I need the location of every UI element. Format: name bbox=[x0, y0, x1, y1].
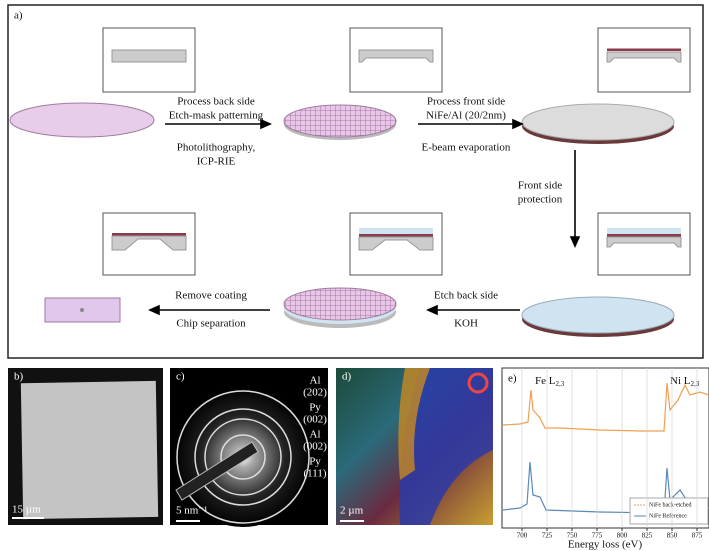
step-text: protection bbox=[518, 194, 563, 206]
panel-label: a) bbox=[14, 10, 23, 22]
panel-label: d) bbox=[342, 371, 352, 383]
step-text: Process front side bbox=[427, 96, 505, 108]
legend-entry: NiFe back-etched bbox=[649, 502, 691, 508]
panel-c: c) Al (202) Py (002) Al (002) Py (111) 5… bbox=[170, 368, 328, 527]
ring-label: Al bbox=[310, 375, 321, 387]
x-tick-label: 875 bbox=[692, 532, 703, 540]
step-text: NiFe/Al (20/2nm) bbox=[426, 110, 506, 122]
scale-bar: 5 nm⁻¹ bbox=[176, 505, 207, 517]
panel-label: c) bbox=[176, 371, 185, 383]
scale-bar: 15 µm bbox=[12, 504, 41, 516]
step-text: Front side bbox=[518, 180, 562, 192]
ring-label: (111) bbox=[303, 468, 326, 480]
x-tick-label: 800 bbox=[617, 532, 628, 540]
step-text: Etch-mask patterning bbox=[169, 110, 264, 122]
figure: a) bbox=[0, 0, 709, 551]
panel-e: e) Fe L2,3 Ni L2,3 NiFe back-etched NiFe… bbox=[502, 368, 709, 551]
edge-element: Fe L bbox=[535, 375, 556, 387]
x-tick-label: 725 bbox=[542, 532, 553, 540]
ring-label: (202) bbox=[303, 387, 327, 399]
x-tick-label: 850 bbox=[667, 532, 678, 540]
scale-bar: 2 µm bbox=[340, 505, 364, 517]
step-text: Photolithography, bbox=[177, 142, 256, 154]
x-axis-label: Energy loss (eV) bbox=[568, 539, 643, 551]
x-tick-label: 775 bbox=[592, 532, 603, 540]
x-tick-label: 825 bbox=[642, 532, 653, 540]
panel-d: d) 2 µm bbox=[336, 368, 493, 525]
x-tick-label: 750 bbox=[567, 532, 578, 540]
step-text: KOH bbox=[454, 318, 478, 330]
edge-sub: 2,3 bbox=[690, 380, 699, 388]
x-tick-label: 700 bbox=[517, 532, 528, 540]
step-text: E-beam evaporation bbox=[422, 142, 511, 154]
step-text: Etch back side bbox=[434, 290, 498, 302]
ring-label: Py bbox=[309, 402, 321, 414]
legend-entry: NiFe Reference bbox=[649, 512, 687, 519]
step-text: Process back side bbox=[177, 96, 255, 108]
edge-element: Ni L bbox=[670, 375, 691, 387]
step-text: Chip separation bbox=[176, 318, 246, 330]
ring-label: (002) bbox=[303, 414, 327, 426]
ring-label: (002) bbox=[303, 441, 327, 453]
ring-label: Py bbox=[309, 456, 321, 468]
panel-a: a) bbox=[8, 5, 703, 358]
edge-sub: 2,3 bbox=[555, 380, 564, 388]
panel-label: e) bbox=[508, 373, 517, 385]
ring-label: Al bbox=[310, 429, 321, 441]
step-text: Remove coating bbox=[175, 290, 247, 302]
panel-label: b) bbox=[14, 371, 24, 383]
panel-b: b) 15 µm bbox=[8, 368, 163, 525]
step-text: ICP-RIE bbox=[197, 156, 236, 168]
